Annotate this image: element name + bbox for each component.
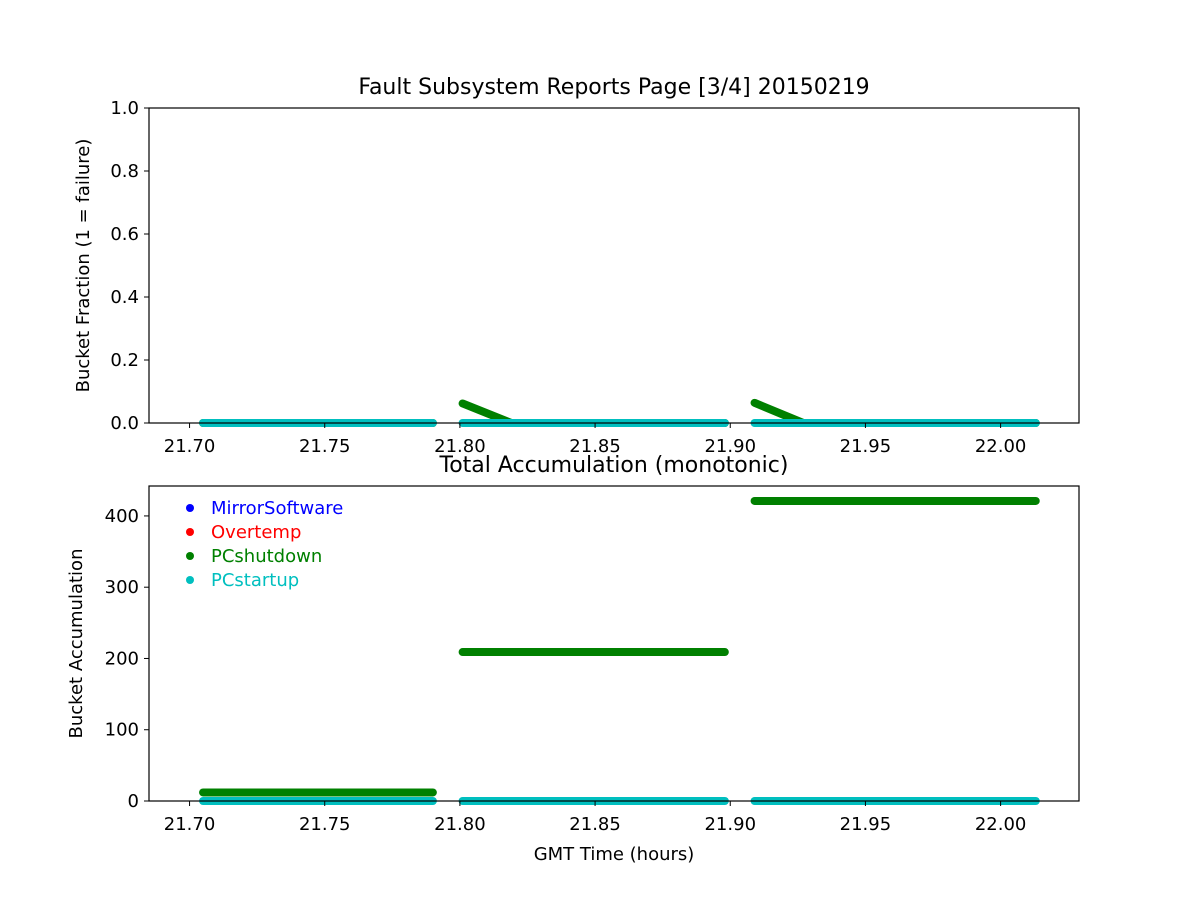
x-tick-label: 21.85	[569, 814, 621, 835]
subplot-1: 21.70 21.75 21.80 21.85 21.90 21.95 22.00 0.0 0.…	[73, 75, 1080, 457]
y-axis-label: Bucket Accumulation	[66, 549, 87, 739]
y-axis-label: Bucket Fraction (1 = failure)	[73, 139, 94, 393]
legend-label: PCshutdown	[211, 546, 322, 567]
axes-frame	[148, 107, 1080, 424]
x-tick-label: 21.75	[299, 814, 351, 835]
series-PCshutdown	[199, 496, 1040, 797]
legend: MirrorSoftware Overtemp PCshutdown PCstartu…	[186, 498, 343, 591]
y-tick-label: 200	[105, 648, 139, 669]
y-tick-label: 0.8	[110, 161, 139, 182]
y-tick-label: 0.2	[110, 350, 139, 371]
x-tick-label: 21.95	[840, 814, 892, 835]
legend-marker	[186, 576, 194, 584]
x-axis-label: GMT Time (hours)	[534, 844, 695, 865]
legend-marker	[186, 552, 194, 560]
subplot-2: 21.70 21.75 21.80 21.85 21.90 21.95 22.00 0 100 2…	[66, 453, 1080, 865]
x-tick-label: 21.85	[569, 436, 621, 457]
y-tick-label: 400	[105, 506, 139, 527]
x-tick-label: 21.70	[164, 436, 216, 457]
x-tick-label: 21.90	[704, 814, 756, 835]
y-tick-label: 0.0	[110, 413, 139, 434]
y-tick-label: 0.6	[110, 224, 139, 245]
y-tick-label: 1.0	[110, 98, 139, 119]
x-tick-label: 21.80	[434, 814, 486, 835]
y-tick-label: 300	[105, 577, 139, 598]
x-tick-label: 21.70	[164, 814, 216, 835]
legend-marker	[186, 504, 194, 512]
legend-label: PCstartup	[211, 570, 299, 591]
x-tick-label: 22.00	[975, 814, 1027, 835]
x-tick-label: 21.95	[840, 436, 892, 457]
legend-marker	[186, 528, 194, 536]
y-tick-label: 0	[128, 791, 139, 812]
legend-label: Overtemp	[211, 522, 301, 543]
y-tick-label: 0.4	[110, 287, 139, 308]
x-tick-label: 22.00	[975, 436, 1027, 457]
chart-title: Total Accumulation (monotonic)	[439, 453, 789, 478]
y-tick-label: 100	[105, 720, 139, 741]
x-tick-label: 21.75	[299, 436, 351, 457]
chart-title: Fault Subsystem Reports Page [3/4] 20150…	[358, 75, 869, 100]
axes-frame	[148, 485, 1080, 802]
x-tick-label: 21.80	[434, 436, 486, 457]
legend-label: MirrorSoftware	[211, 498, 343, 519]
x-tick-label: 21.90	[704, 436, 756, 457]
